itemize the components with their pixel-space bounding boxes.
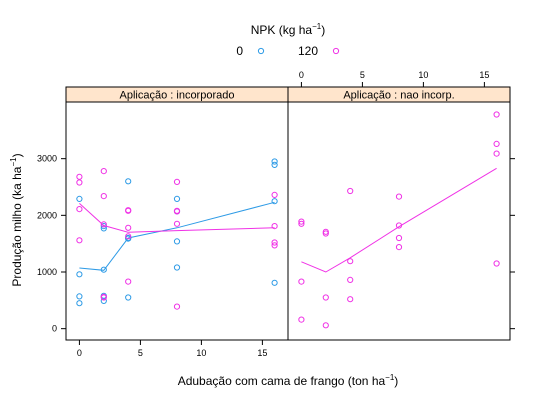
data-point — [347, 258, 354, 265]
x-axis-title-sup: −1 — [385, 373, 395, 382]
data-point — [76, 179, 83, 186]
plot-area: Aplicação : incorporado 0 5 10 15 0 1000 2000 30… — [37, 70, 515, 358]
data-point — [271, 242, 278, 249]
legend: 0 120 — [236, 44, 340, 58]
y-tick-label: 2000 — [37, 210, 57, 220]
series-120 — [76, 168, 278, 310]
x-tick-label: 5 — [360, 70, 365, 80]
data-point — [493, 140, 500, 147]
x-axis-title-end: ) — [394, 374, 398, 388]
data-point — [76, 206, 83, 213]
x-tick-label: 15 — [257, 348, 267, 358]
panel-frame-2 — [287, 101, 511, 341]
panel-2: Aplicação : nao incorp. 0 5 10 15 — [287, 70, 515, 341]
data-point — [173, 195, 181, 202]
data-point — [173, 238, 181, 245]
strip-label-1: Aplicação : incorporado — [120, 90, 235, 102]
data-point — [125, 278, 132, 285]
data-point — [322, 294, 329, 301]
data-point — [298, 218, 305, 225]
data-point — [347, 276, 354, 283]
data-point — [298, 278, 305, 285]
data-point — [100, 221, 107, 228]
data-point — [271, 223, 278, 230]
data-point — [125, 233, 132, 240]
legend-title-main: NPK (kg ha — [251, 23, 313, 37]
legend-marker-120 — [332, 47, 340, 55]
data-point — [173, 220, 181, 227]
x-tick-label: 10 — [418, 70, 428, 80]
legend-marker-0 — [257, 47, 265, 55]
legend-title-end: ) — [321, 23, 325, 37]
data-point — [395, 244, 403, 251]
data-point — [100, 297, 107, 304]
data-point — [125, 207, 132, 214]
data-point — [395, 193, 403, 200]
data-point — [271, 161, 278, 168]
x-tick-label: 5 — [138, 348, 143, 358]
data-point — [100, 294, 107, 301]
data-point — [271, 279, 278, 286]
data-point — [298, 316, 305, 323]
y-axis-title-sup: −1 — [9, 157, 18, 167]
panel-1: Aplicação : incorporado 0 5 10 15 0 1000 2000 30… — [37, 86, 289, 358]
data-point — [173, 264, 181, 271]
y-axis-title-end: ) — [10, 153, 24, 157]
series-line-120 — [301, 167, 497, 273]
data-point — [125, 235, 132, 242]
data-point — [271, 198, 278, 205]
legend-title-sup: −1 — [312, 22, 322, 31]
strip-label-2: Aplicação : nao incorp. — [343, 90, 454, 102]
legend-label-0: 0 — [236, 44, 243, 58]
series-line-0 — [79, 201, 275, 271]
data-point — [125, 294, 132, 301]
series-0 — [76, 158, 278, 307]
data-point — [347, 187, 354, 195]
data-point — [322, 228, 329, 235]
x-tick-label: 15 — [479, 70, 489, 80]
data-point — [76, 237, 83, 244]
data-point — [125, 224, 132, 231]
y-axis-title-main: Produção milho (ka ha — [10, 166, 24, 286]
data-point — [271, 239, 278, 246]
x-tick-label: 0 — [77, 348, 82, 358]
data-point — [493, 260, 500, 267]
data-point — [173, 303, 181, 310]
legend-title: NPK (kg ha−1) — [251, 22, 325, 37]
data-point — [76, 173, 83, 180]
data-point — [76, 293, 83, 300]
data-point — [395, 222, 403, 229]
data-point — [173, 208, 181, 215]
x-tick-label: 0 — [299, 70, 304, 80]
legend-label-120: 120 — [298, 44, 318, 58]
data-point — [322, 322, 329, 329]
y-tick-label: 3000 — [37, 154, 57, 164]
data-point — [271, 158, 278, 165]
x-tick-label: 10 — [196, 348, 206, 358]
data-point — [271, 191, 278, 198]
data-point — [100, 193, 107, 200]
data-point — [395, 234, 403, 242]
data-point — [76, 300, 83, 307]
data-point — [100, 168, 107, 175]
y-tick-label: 0 — [52, 324, 57, 334]
data-point — [76, 195, 83, 202]
data-point — [493, 150, 500, 157]
data-point — [322, 230, 329, 237]
series-120 — [298, 111, 500, 329]
data-point — [125, 178, 132, 185]
x-axis-title: Adubação com cama de frango (ton ha−1) — [178, 373, 399, 388]
y-tick-label: 1000 — [37, 267, 57, 277]
data-point — [298, 220, 305, 227]
data-point — [347, 296, 354, 303]
series-line-120 — [79, 203, 275, 233]
data-point — [173, 178, 181, 185]
data-point — [493, 111, 500, 118]
data-point — [100, 266, 107, 273]
data-point — [76, 271, 83, 278]
y-axis-title: Produção milho (ka ha−1) — [9, 153, 24, 286]
x-axis-title-main: Adubação com cama de frango (ton ha — [178, 374, 386, 388]
